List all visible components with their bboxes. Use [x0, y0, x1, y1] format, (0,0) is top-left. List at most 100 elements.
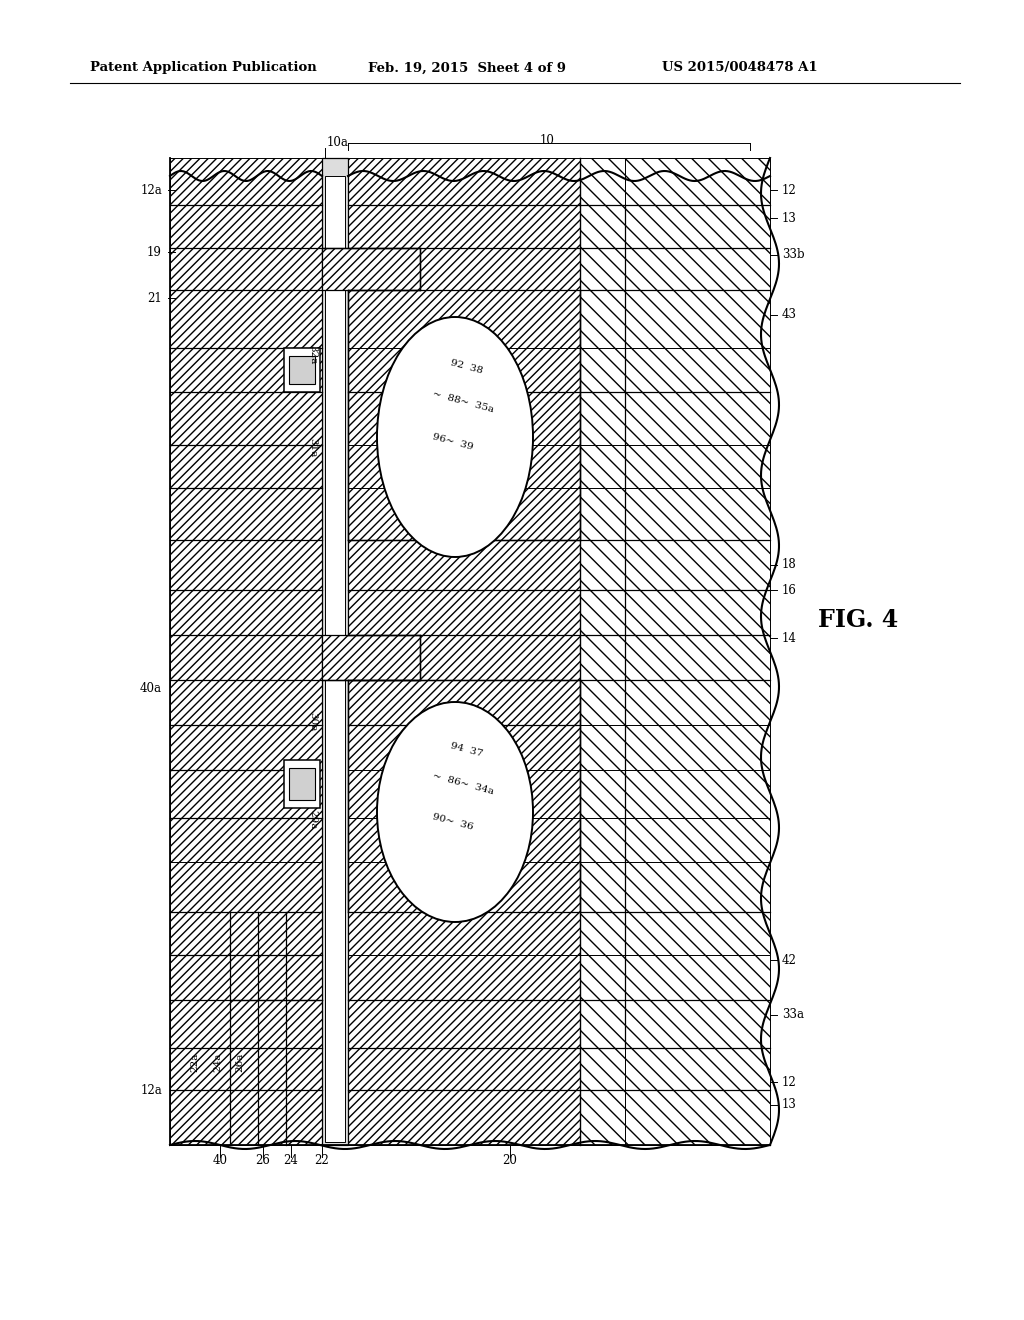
Bar [170, 348, 322, 392]
Bar [348, 445, 580, 488]
Text: 18: 18 [782, 558, 797, 572]
Bar [170, 445, 322, 488]
Bar [625, 1001, 770, 1048]
Bar [625, 862, 770, 912]
Bar [170, 862, 322, 912]
Bar [170, 680, 322, 725]
Bar [348, 862, 580, 912]
Bar [625, 912, 770, 954]
Bar [580, 590, 625, 635]
Bar [625, 348, 770, 392]
Text: 29a: 29a [308, 810, 317, 830]
Bar [348, 954, 580, 1001]
Bar [580, 770, 625, 818]
Bar [170, 725, 322, 770]
Text: Patent Application Publication: Patent Application Publication [90, 62, 316, 74]
Bar [348, 818, 580, 862]
Text: 94  37: 94 37 [450, 742, 484, 759]
Bar [580, 158, 625, 205]
Bar [289, 356, 315, 384]
Bar [625, 770, 770, 818]
Text: 96~  39: 96~ 39 [432, 432, 474, 451]
Text: 12a: 12a [140, 1084, 162, 1097]
Bar [625, 540, 770, 590]
Bar [348, 158, 580, 205]
Ellipse shape [377, 317, 534, 557]
Bar [322, 248, 420, 290]
Bar [348, 392, 580, 445]
Bar [580, 912, 625, 954]
Bar [284, 348, 319, 392]
Text: 12: 12 [782, 183, 797, 197]
Bar [580, 862, 625, 912]
Text: 14: 14 [782, 631, 797, 644]
Text: 24: 24 [284, 1154, 298, 1167]
Bar [580, 1048, 625, 1090]
Bar [348, 635, 580, 680]
Bar [170, 392, 322, 445]
Bar [348, 680, 580, 725]
Text: ~  88~  35a: ~ 88~ 35a [431, 389, 495, 414]
Text: 16: 16 [782, 583, 797, 597]
Bar [322, 635, 420, 680]
Bar [170, 818, 322, 862]
Bar [580, 954, 625, 1001]
Bar [170, 290, 322, 348]
Text: 12: 12 [782, 1076, 797, 1089]
Bar [580, 540, 625, 590]
Bar [580, 248, 625, 290]
Text: 13: 13 [782, 1098, 797, 1111]
Bar [348, 1048, 580, 1090]
Text: 90~  36: 90~ 36 [432, 812, 474, 832]
Bar [625, 954, 770, 1001]
Bar [170, 540, 322, 590]
Bar [580, 488, 625, 540]
Bar [580, 392, 625, 445]
Bar [580, 635, 625, 680]
Bar [625, 392, 770, 445]
Bar [170, 1090, 322, 1144]
Text: 22a: 22a [190, 1052, 200, 1072]
Bar [580, 1001, 625, 1048]
Text: 32a: 32a [308, 346, 317, 364]
Text: 24a: 24a [213, 1052, 222, 1072]
Bar [625, 680, 770, 725]
Bar [170, 158, 322, 205]
Bar [289, 768, 315, 800]
Text: 20: 20 [503, 1154, 517, 1167]
Text: 26a: 26a [236, 1052, 245, 1072]
Bar [580, 290, 625, 348]
Bar [625, 290, 770, 348]
Bar [170, 1001, 322, 1048]
Bar [322, 158, 348, 1144]
Bar [580, 725, 625, 770]
Text: 21: 21 [147, 292, 162, 305]
Bar [348, 248, 580, 290]
Bar [170, 912, 322, 954]
Bar [625, 1090, 770, 1144]
Bar [348, 205, 580, 248]
Bar [348, 348, 580, 392]
Bar [170, 488, 322, 540]
Bar [348, 488, 580, 540]
Bar [348, 725, 580, 770]
Bar [625, 1048, 770, 1090]
Bar [625, 590, 770, 635]
Bar [170, 770, 322, 818]
Bar [625, 158, 770, 205]
Text: 33b: 33b [782, 248, 805, 261]
Bar [348, 912, 580, 954]
Text: 43: 43 [782, 309, 797, 322]
Text: 42: 42 [782, 953, 797, 966]
Text: 92  38: 92 38 [450, 359, 484, 376]
Bar [625, 488, 770, 540]
Text: 40a: 40a [140, 681, 162, 694]
Text: 26: 26 [256, 1154, 270, 1167]
Bar [348, 290, 580, 348]
Bar [348, 1001, 580, 1048]
Bar [170, 158, 770, 1144]
Bar [625, 248, 770, 290]
Text: 10: 10 [540, 133, 555, 147]
Ellipse shape [377, 702, 534, 921]
Bar [325, 176, 345, 1142]
